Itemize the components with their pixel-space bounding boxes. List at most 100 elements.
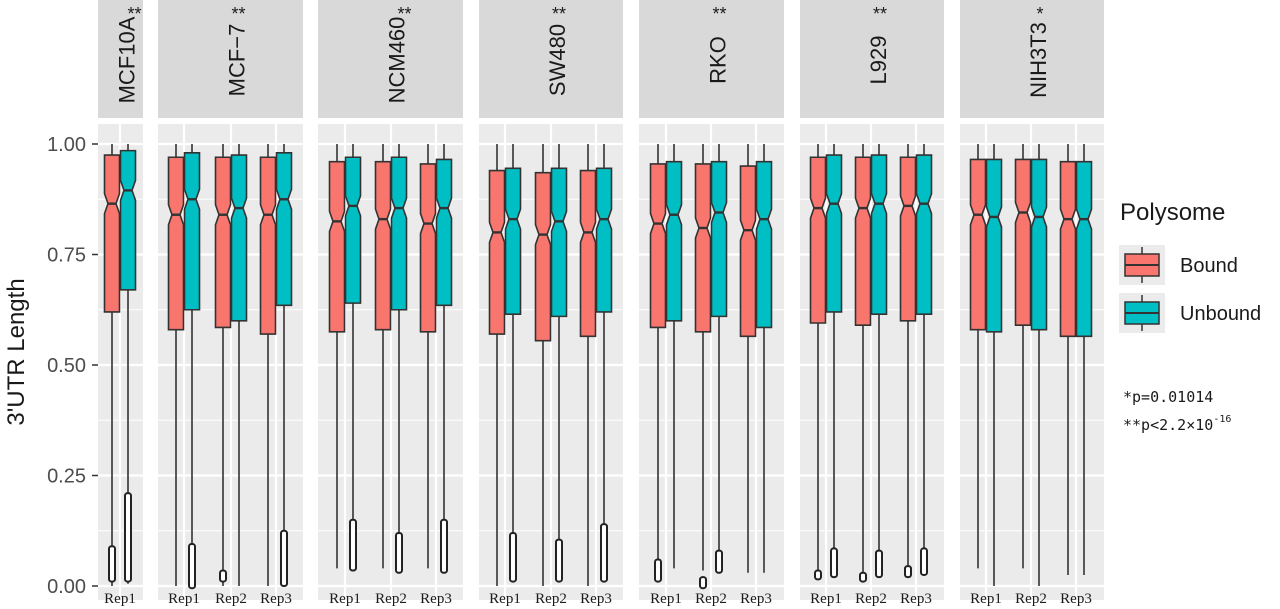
rep-group [214,144,248,586]
unbound-box [1030,144,1048,586]
panel-nih3t3: NIH3T3* Rep1 Rep2 Rep3 [960,0,1104,607]
box-body [739,165,757,338]
unbound-box [915,144,933,576]
rep-group [739,144,773,573]
box-body [1059,160,1077,338]
y-tick-label: 0.25 [47,466,86,488]
rep-group [649,144,683,583]
panel-rko: RKO ** Rep1 Rep2 Rep3 [639,0,784,607]
facet-strip [318,0,463,118]
unbound-box [275,144,293,587]
rep-group [899,144,933,579]
box-body [1075,160,1093,338]
rep-group [1014,144,1048,586]
rep-group [419,144,453,574]
y-tick-label: 0.50 [47,355,86,377]
x-tick-label: Rep2 [1015,591,1047,607]
unbound-box [550,144,568,583]
facet-label: L929 [866,36,891,85]
unbound-box [665,144,683,569]
legend-label: Unbound [1180,303,1261,325]
unbound-box [230,144,248,586]
outlier-points [124,492,132,583]
x-tick-label: Rep3 [260,591,292,607]
outlier-points [188,543,196,590]
bound-box [214,144,232,586]
bound-box [328,144,346,569]
box-body [259,156,277,335]
bound-box [969,144,987,569]
outlier-points [108,545,116,583]
rep-group [534,144,568,586]
box-body [579,169,597,338]
outlier-points [904,565,912,579]
outlier-points [920,547,928,576]
box-body [275,152,293,307]
box-body [328,160,346,333]
unbound-box [755,144,773,573]
panel-ncm460: NCM460** Rep1 Rep2 Rep3 [318,0,463,607]
y-tick-label: 0.75 [47,245,86,267]
outlier-points [699,576,707,590]
rep-group [103,144,137,586]
outlier-points [859,571,867,583]
rep-group [1059,144,1093,575]
bound-box [694,144,712,590]
box-body [595,167,613,313]
x-tick-label: Rep3 [420,591,452,607]
bound-box [488,144,506,586]
facet-label: MCF10A [114,16,139,103]
x-tick-label: Rep3 [1060,591,1092,607]
box-body [665,160,683,322]
rep-group [488,144,522,586]
unbound-box [870,144,888,579]
outlier-points [349,518,357,572]
y-tick-label: 0.00 [47,576,86,598]
facet-label: RKO [705,36,730,84]
x-tick-label: Rep3 [580,591,612,607]
box-body [899,156,917,322]
box-body [694,163,712,333]
box-body [488,169,506,335]
bound-box [854,144,872,583]
legend: Polysome Bound Unbound [1119,199,1261,333]
outlier-points [654,558,662,583]
bound-box [809,144,827,581]
rep-group [854,144,888,583]
box-body [809,156,827,324]
box-body [755,160,773,329]
facet-strip [960,0,1104,118]
p-value-double-star: **p<2.2×10-16 [1123,414,1231,434]
outlier-points [715,549,723,574]
outlier-points [830,547,838,579]
x-tick-label: Rep1 [810,591,842,607]
box-body [119,149,137,291]
bound-box [103,144,121,586]
panel-mcf10a: MCF10A** Rep1 [98,0,143,607]
unbound-box [183,144,201,590]
outlier-points [280,529,288,587]
facet-strip [800,0,944,118]
legend-entry-unbound: Unbound [1119,293,1261,333]
unbound-box [435,144,453,574]
x-tick-label: Rep2 [695,591,727,607]
box-body [344,156,362,304]
box-body [710,160,728,318]
facet-label: NCM460 [384,17,409,104]
p-value-single-star: *p=0.01014 [1123,388,1213,406]
box-body [870,154,888,315]
bound-box [1059,144,1077,575]
bound-box [259,144,277,586]
box-body [915,154,933,315]
box-body [504,167,522,315]
unbound-box [504,144,522,583]
box-body [183,152,201,311]
rep-group [167,144,201,590]
panel-sw480: SW480** Rep1 Rep2 Rep3 [479,0,623,607]
rep-group [809,144,843,581]
outlier-points [219,569,227,583]
y-tick-label: 1.00 [47,134,86,156]
x-tick-label: Rep1 [329,591,361,607]
